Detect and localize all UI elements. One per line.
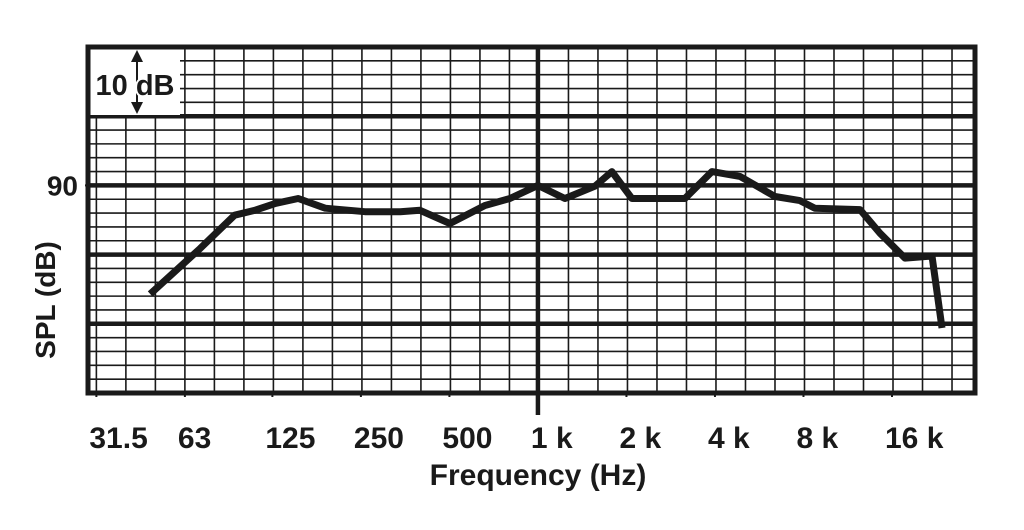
x-axis-label: Frequency (Hz) xyxy=(430,459,647,492)
x-tick-label: 250 xyxy=(354,422,404,455)
x-tick-label: 4 k xyxy=(708,422,750,455)
scale-note: 10 dB xyxy=(90,49,180,115)
x-tick-label: 31.5 xyxy=(89,422,147,455)
x-tick-label: 16 k xyxy=(885,422,944,455)
grid xyxy=(88,47,975,393)
response-line xyxy=(147,168,946,329)
plot-frame xyxy=(85,44,978,396)
x-tick-label: 125 xyxy=(265,422,315,455)
x-tick-label: 500 xyxy=(442,422,492,455)
y-tick-label: 90 xyxy=(47,170,78,201)
x-tick-label: 1 k xyxy=(531,422,573,455)
x-tick-label: 2 k xyxy=(619,422,661,455)
x-tick-label: 8 k xyxy=(796,422,838,455)
y-axis-label: SPL (dB) xyxy=(30,241,61,359)
data xyxy=(147,168,946,329)
x-tick-label: 63 xyxy=(178,422,211,455)
annotation: 10 dB xyxy=(96,70,175,102)
